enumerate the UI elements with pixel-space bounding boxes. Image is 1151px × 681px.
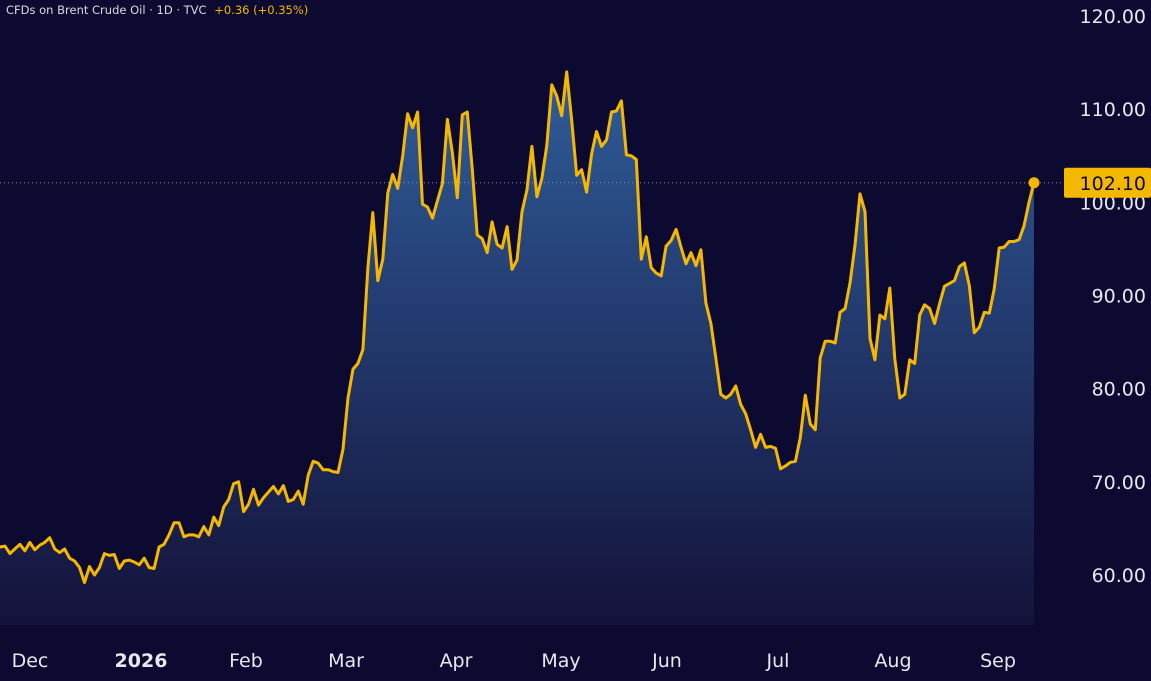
- x-tick-label: May: [541, 650, 580, 672]
- price-change: +0.36 (+0.35%): [214, 3, 309, 17]
- x-tick-label: Jun: [651, 650, 682, 672]
- x-tick-label: Jul: [766, 650, 790, 672]
- y-tick-label: 70.00: [1092, 472, 1146, 494]
- x-tick-label: Mar: [328, 650, 364, 672]
- last-price-marker: [1028, 177, 1040, 189]
- y-tick-label: 60.00: [1092, 565, 1146, 587]
- x-tick-label: Apr: [440, 650, 473, 672]
- x-tick-label: Aug: [874, 650, 911, 672]
- x-tick-label: Dec: [12, 650, 49, 672]
- y-tick-label: 80.00: [1092, 379, 1146, 401]
- price-area: [0, 71, 1034, 625]
- x-tick-label: 2026: [115, 650, 168, 672]
- x-tick-label: Feb: [229, 650, 263, 672]
- last-price-value: 102.10: [1080, 173, 1146, 195]
- y-tick-label: 110.00: [1080, 99, 1146, 121]
- y-tick-label: 100.00: [1080, 192, 1146, 214]
- y-axis: 60.00 70.00 80.00 90.00 100.00 110.00 120.00: [1080, 6, 1146, 587]
- x-tick-label: Sep: [980, 650, 1016, 672]
- symbol-header: CFDs on Brent Crude Oil · 1D · TVC +0.36…: [6, 3, 308, 17]
- x-axis: Dec 2026 Feb Mar Apr May Jun Jul Aug Sep: [12, 650, 1016, 672]
- y-tick-label: 120.00: [1080, 6, 1146, 28]
- last-price-label: [1064, 167, 1151, 198]
- price-line: [0, 70, 1036, 584]
- y-tick-label: 90.00: [1092, 286, 1146, 308]
- symbol-info: CFDs on Brent Crude Oil · 1D · TVC: [6, 3, 207, 17]
